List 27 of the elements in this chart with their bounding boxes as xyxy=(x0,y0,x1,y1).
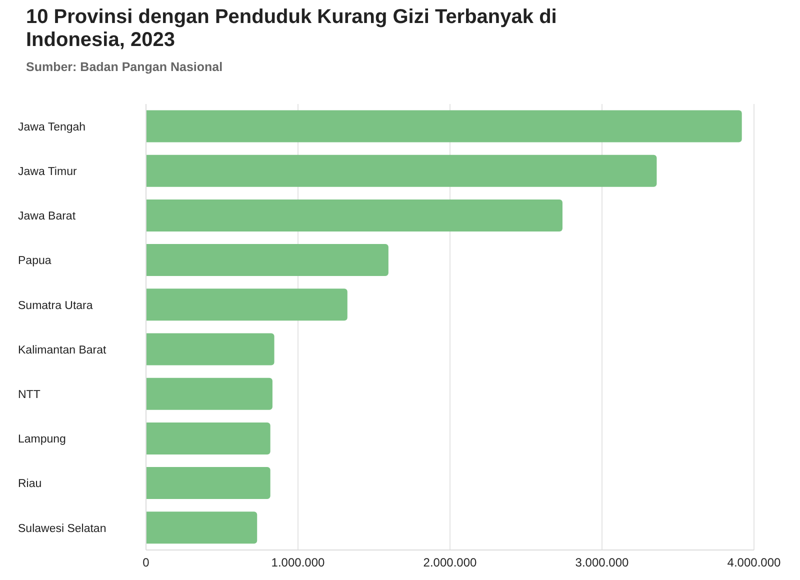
x-tick-label: 2.000.000 xyxy=(423,556,478,570)
bar xyxy=(146,154,657,187)
y-tick-label: Kalimantan Barat xyxy=(18,344,108,356)
y-tick-label: Papua xyxy=(18,255,52,268)
chart-title: 10 Provinsi dengan Penduduk Kurang Gizi Terbanyak di Indonesia, 2023 xyxy=(26,6,558,52)
x-tick-label: 1.000.000 xyxy=(271,556,326,570)
bar xyxy=(146,467,270,500)
x-tick-label: 3.000.000 xyxy=(575,556,630,570)
y-tick-label: Sumatra Utara xyxy=(18,300,94,312)
bar xyxy=(146,378,272,410)
bar xyxy=(146,288,348,321)
bar xyxy=(146,512,258,544)
bar xyxy=(146,110,742,142)
y-tick-label: NTT xyxy=(18,388,40,401)
y-tick-label: Jawa Tengah xyxy=(18,121,86,134)
y-tick-label: Sulawesi Selatan xyxy=(18,522,106,535)
chart-subtitle: Sumber: Badan Pangan Nasional xyxy=(26,60,223,74)
x-tick-label: 0 xyxy=(142,556,150,570)
y-tick-label: Jawa Timur xyxy=(18,166,77,178)
bar xyxy=(146,244,388,276)
y-tick-label: Jawa Barat xyxy=(18,210,76,223)
x-tick-label: 4.000.000 xyxy=(727,556,782,570)
bar xyxy=(146,199,562,232)
y-tick-label: Lampung xyxy=(18,434,66,446)
bar xyxy=(146,422,270,454)
y-tick-label: Riau xyxy=(18,478,42,490)
bar xyxy=(146,333,274,366)
